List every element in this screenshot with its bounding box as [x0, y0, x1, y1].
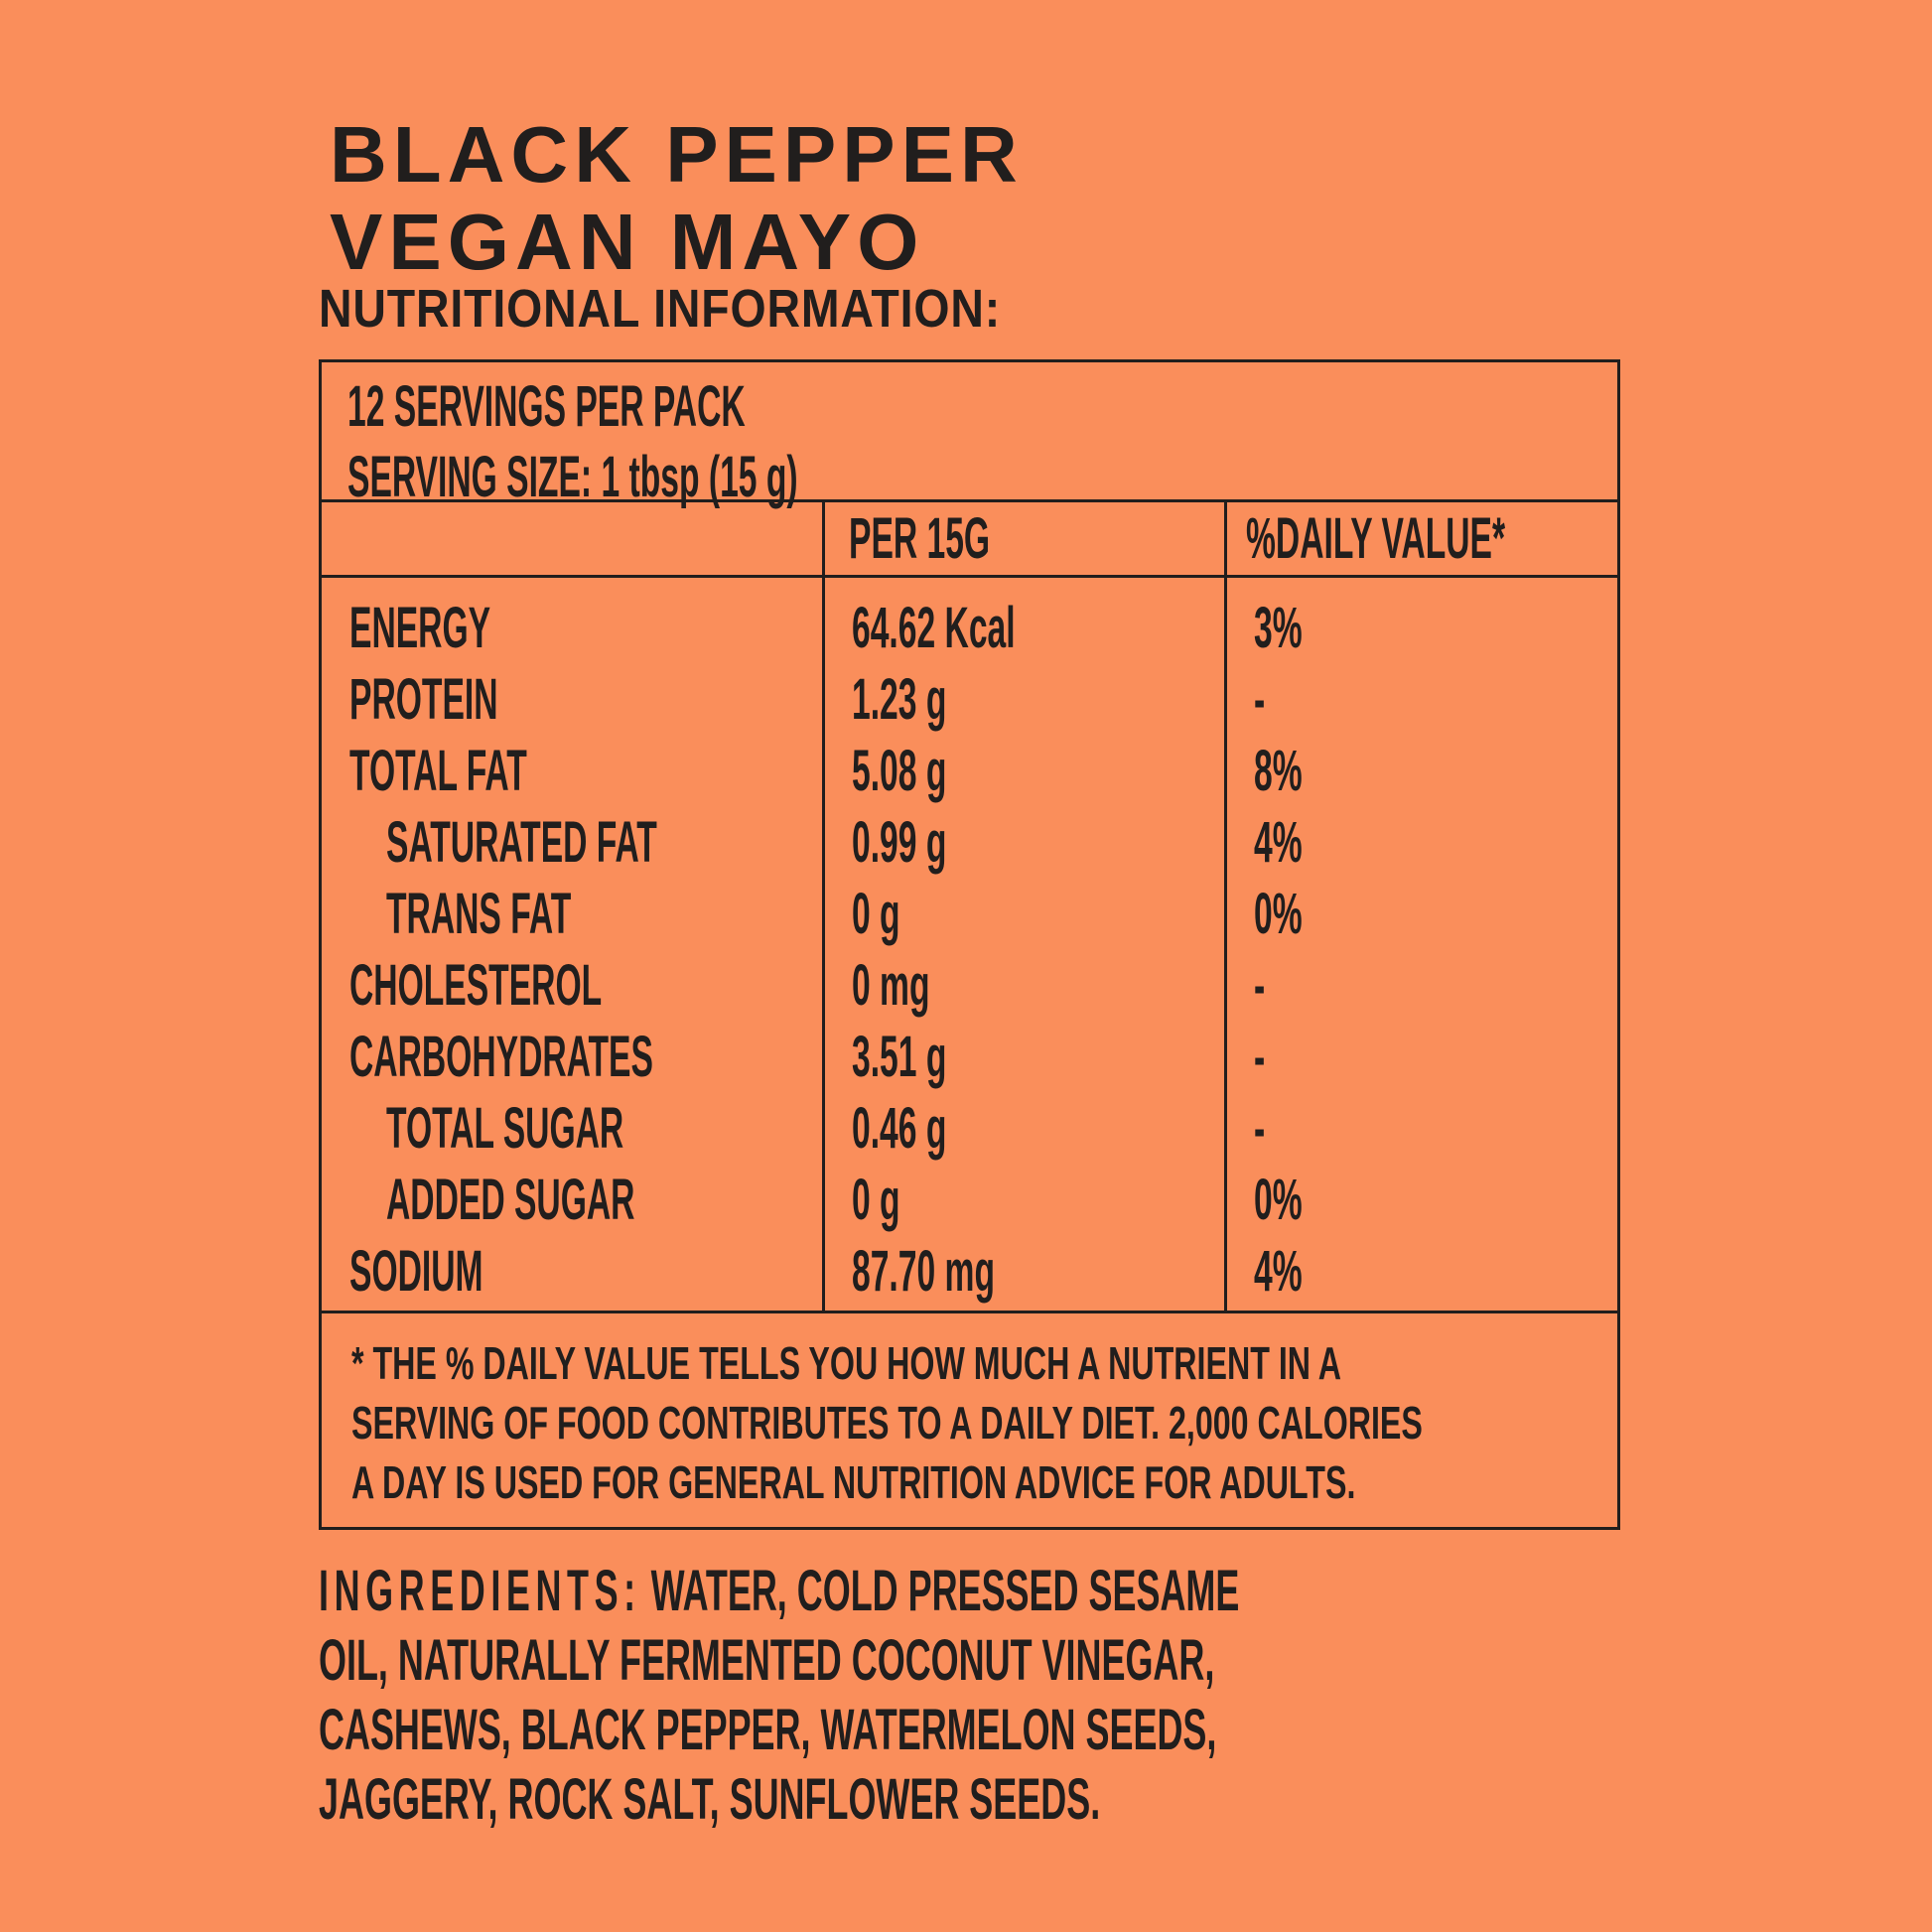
row-amount: 0.46 g: [852, 1096, 947, 1161]
ingredients-line-text: CASHEWS, BLACK PEPPER, WATERMELON SEEDS,: [319, 1698, 1217, 1762]
divider-header-top: [322, 499, 1617, 502]
ingredients-line: OIL, NATURALLY FERMENTED COCONUT VINEGAR…: [319, 1626, 1804, 1696]
servings-per-pack: 12 SERVINGS PER PACK: [347, 371, 1124, 442]
row-amount: 0 g: [852, 882, 900, 946]
product-title-line-2: VEGAN MAYO: [330, 198, 925, 286]
row-label: SATURATED FAT: [386, 810, 657, 875]
ingredients-line: INGREDIENTS: WATER, COLD PRESSED SESAME: [319, 1557, 1804, 1626]
nutrient-row-total-fat: TOTAL FAT 5.08 g 8%: [322, 736, 1617, 807]
row-daily-value: -: [1254, 1025, 1266, 1089]
row-amount: 3.51 g: [852, 1025, 947, 1089]
row-daily-value: 4%: [1254, 810, 1303, 875]
row-label: SODIUM: [349, 1239, 483, 1304]
footnote-line: * THE % DAILY VALUE TELLS YOU HOW MUCH A…: [351, 1333, 1881, 1393]
column-divider-1: [822, 499, 825, 1313]
nutrition-panel: 12 SERVINGS PER PACK SERVING SIZE: 1 tbs…: [319, 359, 1620, 1530]
nutrient-row-added-sugar: ADDED SUGAR 0 g 0%: [322, 1165, 1617, 1236]
product-title: BLACK PEPPER VEGAN MAYO: [330, 111, 1024, 286]
ingredients-text: WATER, COLD PRESSED SESAME: [650, 1559, 1240, 1623]
row-amount: 0 g: [852, 1168, 900, 1232]
serving-size: SERVING SIZE: 1 tbsp (15 g): [347, 442, 1124, 512]
ingredients-line: JAGGERY, ROCK SALT, SUNFLOWER SEEDS.: [319, 1765, 1804, 1835]
row-label: CARBOHYDRATES: [349, 1025, 653, 1089]
nutrient-row-energy: ENERGY 64.62 Kcal 3%: [322, 593, 1617, 664]
row-amount: 5.08 g: [852, 739, 947, 803]
row-label: CHOLESTEROL: [349, 953, 603, 1018]
ingredients-line-text: JAGGERY, ROCK SALT, SUNFLOWER SEEDS.: [319, 1767, 1101, 1832]
row-amount: 1.23 g: [852, 667, 947, 732]
ingredients-line: CASHEWS, BLACK PEPPER, WATERMELON SEEDS,: [319, 1696, 1804, 1765]
ingredients-line-text: OIL, NATURALLY FERMENTED COCONUT VINEGAR…: [319, 1628, 1215, 1693]
ingredients-section: INGREDIENTS: WATER, COLD PRESSED SESAME O…: [319, 1557, 1804, 1835]
daily-value-footnote: * THE % DAILY VALUE TELLS YOU HOW MUCH A…: [351, 1333, 1881, 1512]
footnote-line-text: A DAY IS USED FOR GENERAL NUTRITION ADVI…: [351, 1456, 1356, 1508]
row-label: ADDED SUGAR: [386, 1168, 635, 1232]
row-amount: 64.62 Kcal: [852, 596, 1016, 660]
section-heading: NUTRITIONAL INFORMATION:: [319, 279, 1002, 339]
row-daily-value: 0%: [1254, 882, 1303, 946]
row-daily-value: 0%: [1254, 1168, 1303, 1232]
row-amount: 0 mg: [852, 953, 930, 1018]
row-daily-value: 8%: [1254, 739, 1303, 803]
column-header-daily-value-text: %DAILY VALUE*: [1246, 506, 1506, 571]
column-header-amount: PER 15G: [849, 501, 1092, 577]
row-label: ENERGY: [349, 596, 491, 660]
servings-per-pack-text: 12 SERVINGS PER PACK: [347, 374, 746, 439]
nutrient-row-saturated-fat: SATURATED FAT 0.99 g 4%: [322, 807, 1617, 879]
nutrient-row-cholesterol: CHOLESTEROL 0 mg -: [322, 950, 1617, 1022]
row-daily-value: -: [1254, 667, 1266, 732]
ingredients-line-text: INGREDIENTS: WATER, COLD PRESSED SESAME: [319, 1557, 1239, 1626]
ingredients-label: INGREDIENTS:: [319, 1559, 641, 1623]
column-divider-2: [1224, 499, 1227, 1313]
footnote-line-text: * THE % DAILY VALUE TELLS YOU HOW MUCH A…: [351, 1337, 1342, 1389]
column-header-amount-text: PER 15G: [849, 506, 991, 571]
nutrient-row-carbohydrates: CARBOHYDRATES 3.51 g -: [322, 1022, 1617, 1093]
row-amount: 0.99 g: [852, 810, 947, 875]
row-daily-value: -: [1254, 1096, 1266, 1161]
nutrient-row-trans-fat: TRANS FAT 0 g 0%: [322, 879, 1617, 950]
row-label: TOTAL FAT: [349, 739, 527, 803]
nutrient-row-protein: PROTEIN 1.23 g -: [322, 664, 1617, 736]
row-label: TRANS FAT: [386, 882, 572, 946]
nutrient-row-sodium: SODIUM 87.70 mg 4%: [322, 1236, 1617, 1308]
divider-footnote-top: [322, 1311, 1617, 1313]
row-daily-value: 3%: [1254, 596, 1303, 660]
footnote-line: SERVING OF FOOD CONTRIBUTES TO A DAILY D…: [351, 1393, 1881, 1452]
row-label: PROTEIN: [349, 667, 498, 732]
row-daily-value: 4%: [1254, 1239, 1303, 1304]
serving-size-text: SERVING SIZE: 1 tbsp (15 g): [347, 445, 798, 509]
footnote-line-text: SERVING OF FOOD CONTRIBUTES TO A DAILY D…: [351, 1397, 1423, 1449]
row-label: TOTAL SUGAR: [386, 1096, 624, 1161]
column-header-daily-value: %DAILY VALUE*: [1246, 501, 1693, 577]
nutrient-row-total-sugar: TOTAL SUGAR 0.46 g -: [322, 1093, 1617, 1165]
row-amount: 87.70 mg: [852, 1239, 995, 1304]
divider-header-bottom: [322, 575, 1617, 578]
serving-info: 12 SERVINGS PER PACK SERVING SIZE: 1 tbs…: [347, 371, 1124, 512]
nutrient-rows: ENERGY 64.62 Kcal 3% PROTEIN 1.23 g - TO…: [322, 593, 1617, 1308]
row-daily-value: -: [1254, 953, 1266, 1018]
product-title-line-1: BLACK PEPPER: [330, 110, 1024, 199]
footnote-line: A DAY IS USED FOR GENERAL NUTRITION ADVI…: [351, 1452, 1881, 1512]
